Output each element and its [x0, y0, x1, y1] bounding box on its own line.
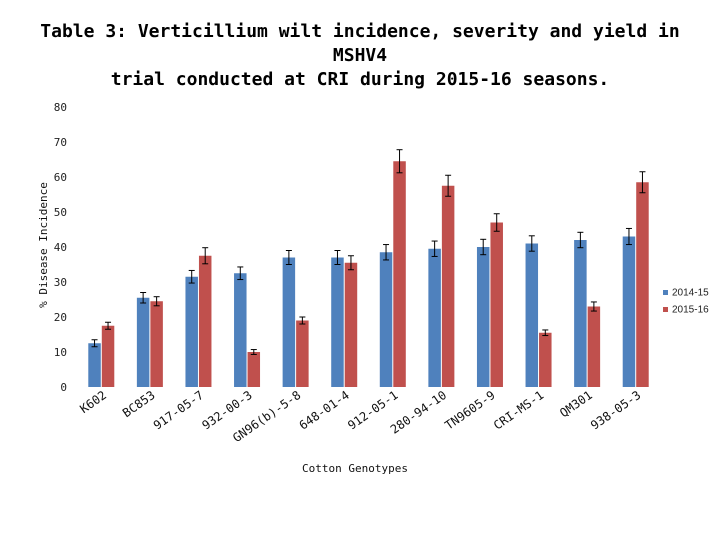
- x-tick-label: 938-05-3: [588, 388, 643, 433]
- bar-2014-15-CRI-MS-1: [525, 243, 539, 387]
- bar-2014-15-932-00-3: [234, 273, 247, 387]
- bar-2014-15-BC853: [136, 297, 150, 387]
- bar-2014-15-QM301: [574, 240, 587, 387]
- y-tick-label: 10: [54, 346, 67, 359]
- bars: [88, 149, 649, 387]
- y-tick-label: 60: [54, 171, 67, 184]
- chart-title-line-2: trial conducted at CRI during 2015-16 se…: [110, 69, 610, 90]
- bar-2015-16-BC853: [150, 301, 163, 387]
- legend-label: 2015-16: [672, 305, 709, 316]
- x-tick-label: TN9605-9: [442, 388, 497, 433]
- x-axis-title: Cotton Genotypes: [302, 462, 408, 475]
- bar-2014-15-280-94-10: [428, 248, 441, 387]
- legend-swatch: [663, 290, 668, 295]
- bar-2015-16-280-94-10: [441, 185, 455, 387]
- chart-title: Table 3: Verticillium wilt incidence, se…: [20, 20, 700, 92]
- bar-2015-16-TN9605-9: [490, 222, 503, 387]
- legend-label: 2014-15: [672, 288, 709, 299]
- bar-2014-15-912-05-1: [379, 252, 393, 387]
- bar-2015-16-K602: [101, 325, 115, 387]
- legend: 2014-15 2015-16: [663, 288, 709, 316]
- bar-2014-15-648-01-4: [331, 257, 344, 387]
- bar-2015-16-CRI-MS-1: [539, 332, 552, 387]
- y-tick-label: 50: [54, 206, 67, 219]
- x-tick-label: BC853: [120, 388, 158, 420]
- x-axis-labels: K602 BC853917-05-7932-00-3GN96(b)-5-8648-…: [77, 388, 643, 445]
- y-tick-label: 70: [54, 136, 67, 149]
- bar-2015-16-648-01-4: [344, 262, 358, 387]
- x-tick-label: CRI-MS-1: [491, 388, 546, 433]
- y-tick-label: 30: [54, 276, 67, 289]
- bar-2014-15-938-05-3: [622, 236, 636, 387]
- x-tick-label: 648-01-4: [297, 388, 352, 433]
- bar-2015-16-938-05-3: [636, 182, 649, 387]
- y-axis: 0 10 20 30 40 50 60 70 80: [54, 101, 67, 394]
- bar-2015-16-GN96(b)-5-8: [296, 320, 309, 387]
- y-tick-label: 80: [54, 101, 67, 114]
- y-axis-title: % Disease Incidence: [37, 182, 50, 308]
- x-tick-label: QM301: [557, 388, 595, 420]
- x-tick-label: K602: [77, 388, 109, 416]
- y-tick-label: 0: [60, 381, 67, 394]
- y-tick-label: 40: [54, 241, 67, 254]
- y-tick-label: 20: [54, 311, 67, 324]
- chart-title-line-1: Table 3: Verticillium wilt incidence, se…: [40, 21, 680, 66]
- bar-2015-16-QM301: [587, 306, 601, 387]
- bar-2014-15-917-05-7: [185, 276, 198, 387]
- bar-2014-15-TN9605-9: [476, 247, 490, 387]
- bar-2014-15-GN96(b)-5-8: [282, 257, 296, 387]
- bar-2015-16-932-00-3: [247, 352, 261, 387]
- bar-2015-16-912-05-1: [393, 161, 406, 387]
- legend-swatch: [663, 307, 668, 312]
- bar-2014-15-K602: [88, 343, 101, 387]
- bar-2015-16-917-05-7: [198, 255, 212, 387]
- x-tick-label: 917-05-7: [151, 388, 206, 433]
